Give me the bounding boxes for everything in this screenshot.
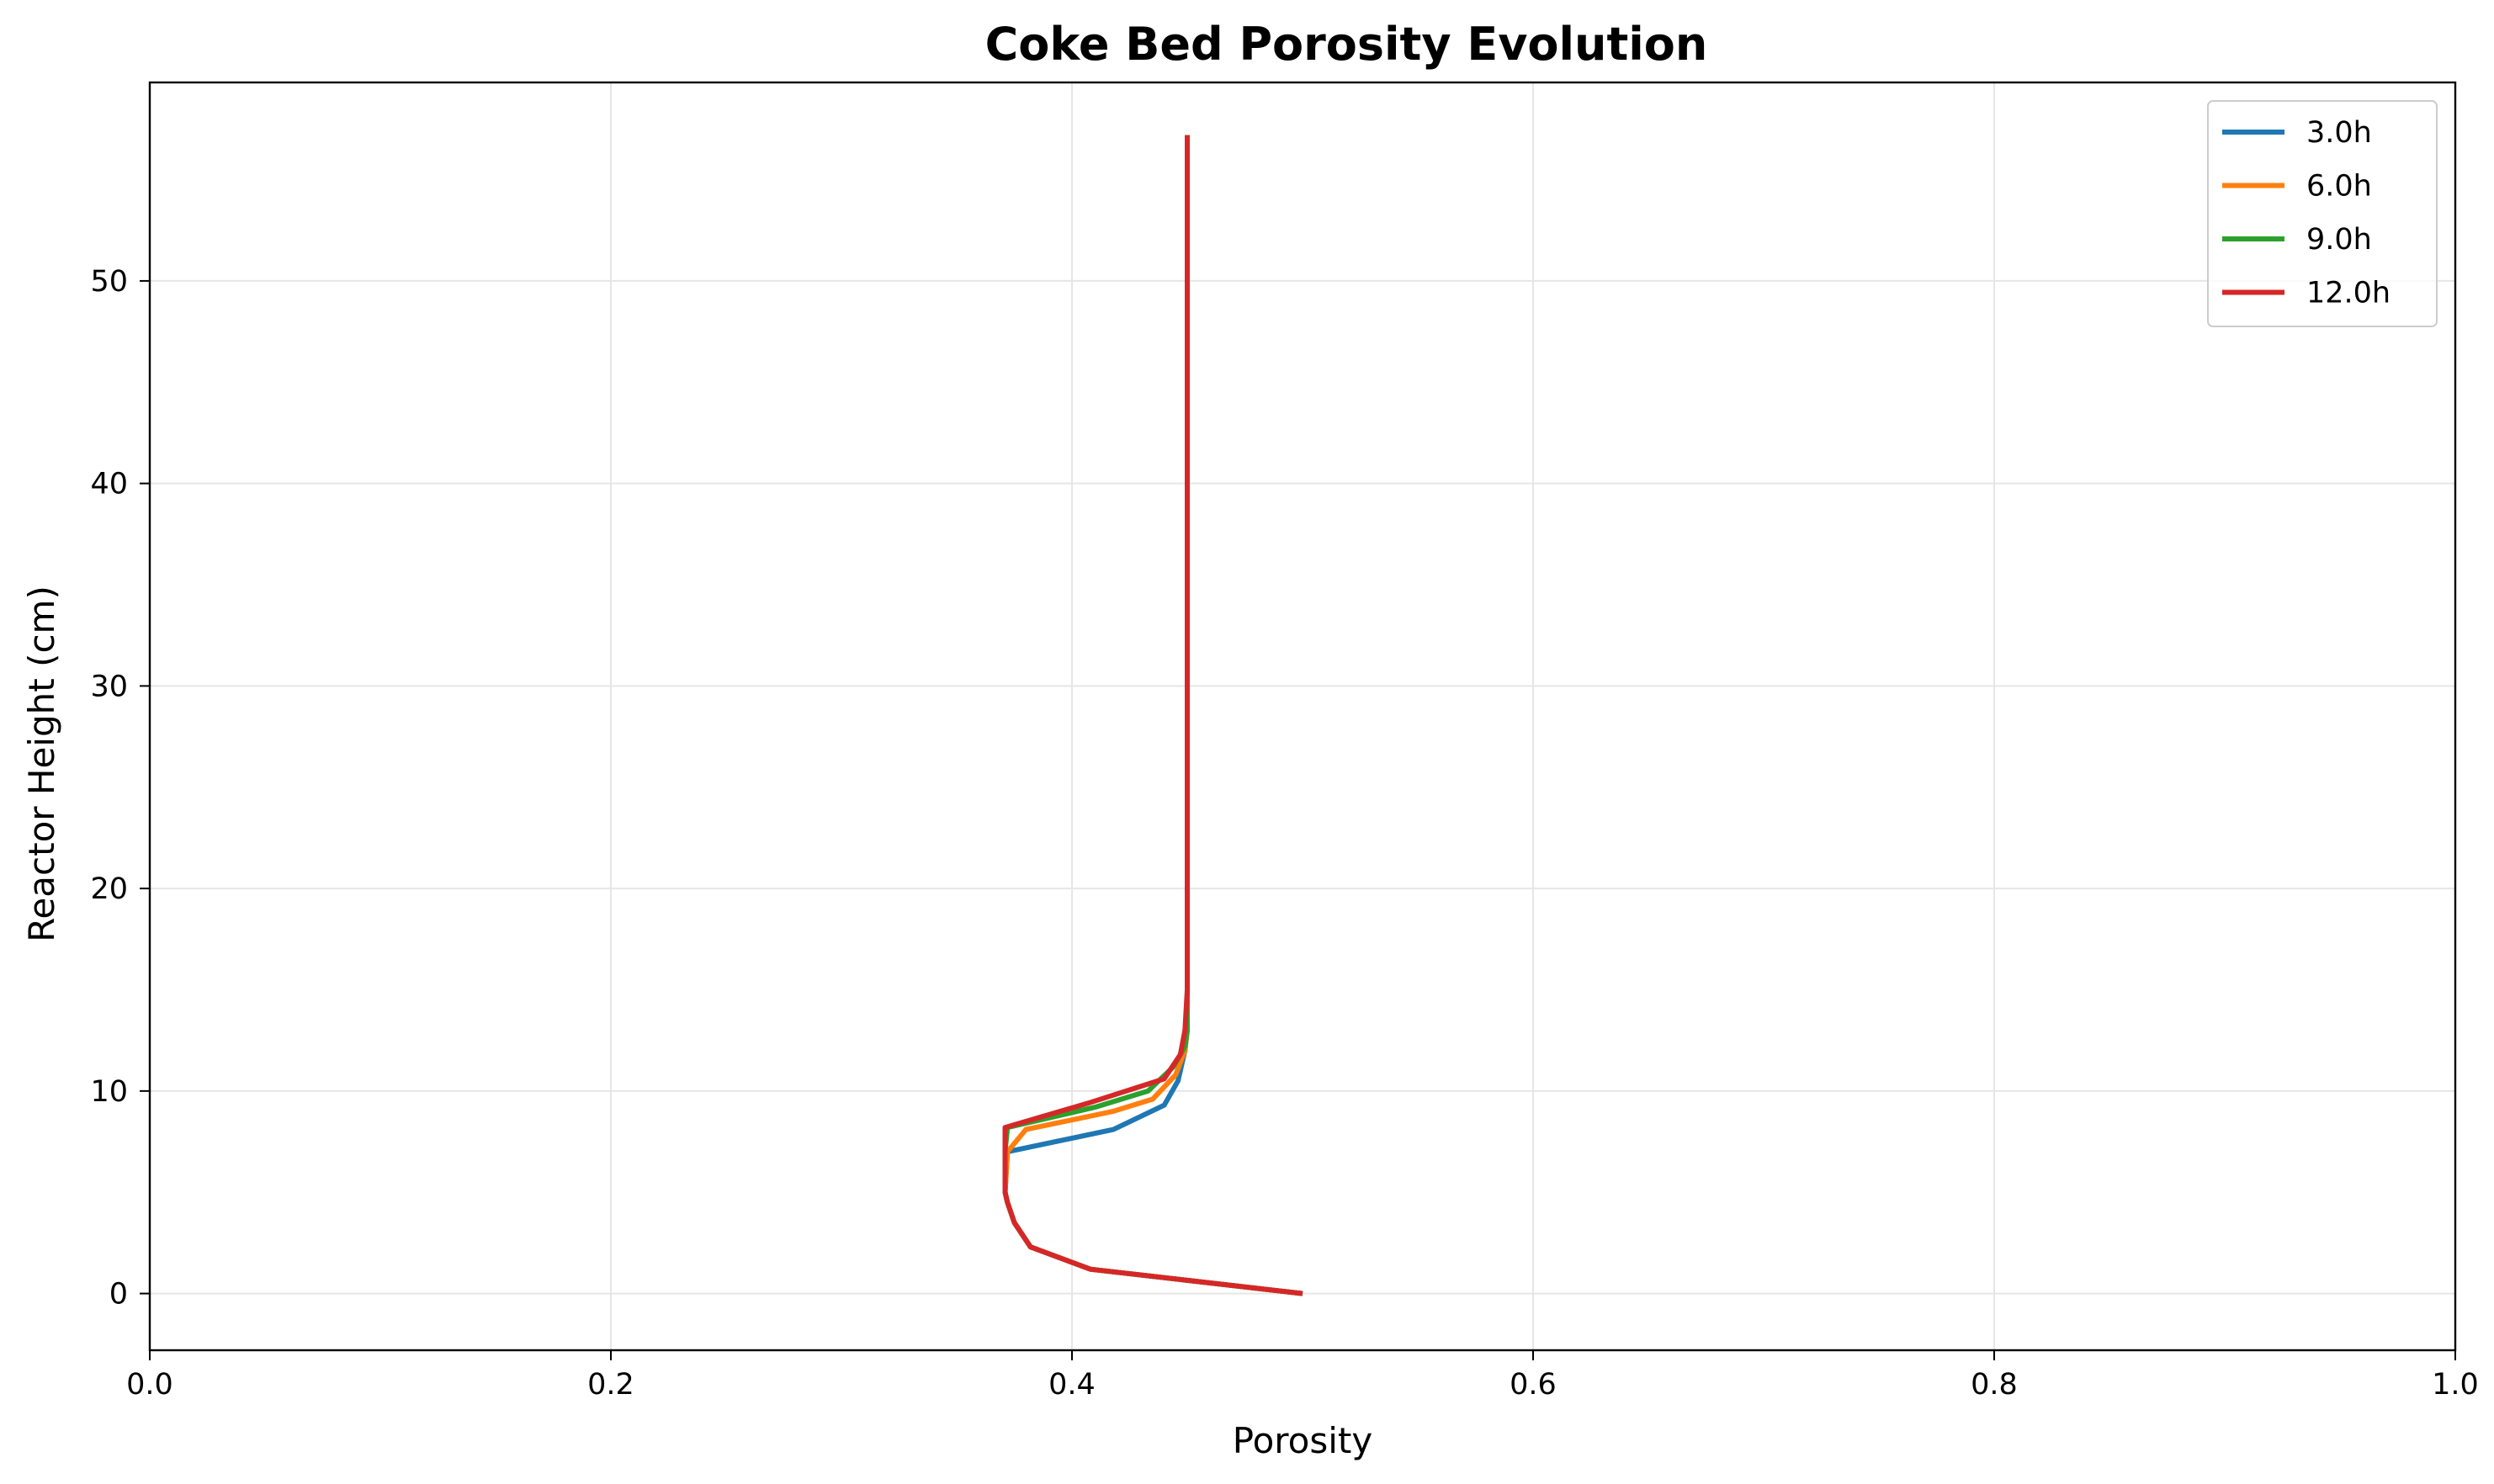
- y-tick-label: 10: [90, 1075, 128, 1109]
- x-tick-label: 0.8: [1971, 1368, 2018, 1402]
- legend-box: [2207, 100, 2438, 327]
- plot-frame: [148, 81, 2457, 1352]
- x-tick-label: 1.0: [2432, 1368, 2479, 1402]
- y-axis-ticks: 0 10 20 30 40 50: [90, 265, 150, 1312]
- x-tick-label: 0.6: [1510, 1368, 1557, 1402]
- series-lines: [1002, 135, 1303, 1296]
- y-tick-label: 30: [90, 670, 128, 703]
- y-tick-label: 20: [90, 872, 128, 906]
- legend-label: 6.0h: [2306, 170, 2372, 204]
- x-axis-ticks: 0.0 0.2 0.4 0.6 0.8 1.0: [126, 1350, 2479, 1402]
- legend: 3.0h 6.0h 9.0h 12.0h: [2207, 100, 2438, 327]
- x-tick-label: 0.4: [1048, 1368, 1096, 1402]
- chart-title: Coke Bed Porosity Evolution: [985, 18, 1708, 71]
- y-tick-label: 0: [109, 1278, 128, 1312]
- y-tick-label: 40: [90, 468, 128, 501]
- legend-label: 3.0h: [2306, 116, 2372, 150]
- x-axis-label: Porosity: [1233, 1420, 1372, 1461]
- x-tick-label: 0.2: [587, 1368, 634, 1402]
- legend-label: 12.0h: [2306, 277, 2391, 310]
- x-tick-label: 0.0: [126, 1368, 173, 1402]
- y-tick-label: 50: [90, 265, 128, 299]
- series-line-12.0h: [1002, 135, 1303, 1296]
- y-axis-label: Reactor Height (cm): [21, 586, 62, 942]
- legend-label: 9.0h: [2306, 223, 2372, 257]
